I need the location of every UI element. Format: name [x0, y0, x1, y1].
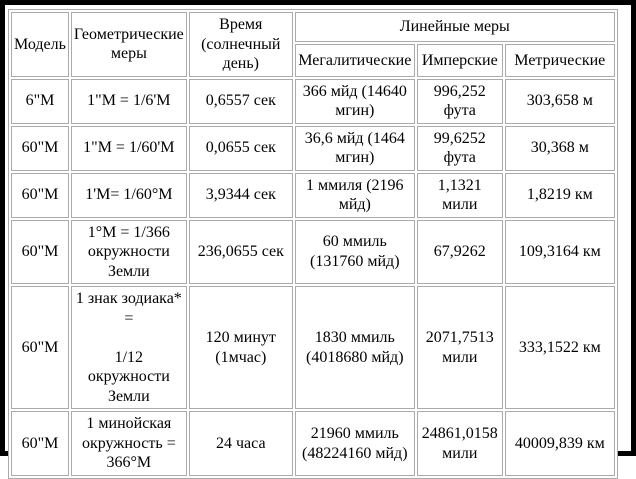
imperial-cell: 24861,0158 мили	[416, 411, 503, 476]
geometric-cell: 1'M= 1/60°M	[70, 172, 187, 218]
geometric-cell: 1 знак зодиака* = 1/12 окружности Земли	[70, 286, 187, 410]
measures-table: Модель Геометрические меры Время (солнеч…	[8, 9, 618, 479]
table-row: 60"M 1°M = 1/366 окружности Земли 236,06…	[11, 219, 615, 285]
time-cell: 3,9344 сек	[188, 172, 293, 218]
model-cell: 6"M	[11, 78, 69, 124]
geometric-cell: 1"M = 1/60'M	[70, 125, 187, 171]
model-cell: 60"M	[11, 172, 69, 218]
metric-cell: 40009,839 км	[504, 411, 615, 476]
time-cell: 0,0655 сек	[188, 125, 293, 171]
model-cell: 60"M	[11, 286, 69, 410]
megalithic-cell: 1 ммиля (2196 мйд)	[294, 172, 415, 218]
header-imperial-cell: Имперские	[416, 44, 503, 77]
time-cell: 24 часа	[188, 411, 293, 476]
header-geometric-cell: Геометрические меры	[70, 12, 187, 77]
geometric-cell: 1"M = 1/6'M	[70, 78, 187, 124]
model-cell: 60"M	[11, 411, 69, 476]
table-row: 60"M 1 знак зодиака* = 1/12 окружности З…	[11, 286, 615, 410]
imperial-cell: 2071,7513 мили	[416, 286, 503, 410]
metric-cell: 1,8219 км	[504, 172, 615, 218]
imperial-cell: 1,1321 мили	[416, 172, 503, 218]
megalithic-cell: 1830 ммиль (4018680 мйд)	[294, 286, 415, 410]
header-model-cell: Модель	[11, 12, 69, 77]
metric-cell: 333,1522 км	[504, 286, 615, 410]
header-megalithic-cell: Мегалитические	[294, 44, 415, 77]
geometric-cell: 1 минойская окружность = 366°M	[70, 411, 187, 476]
header-metric-cell: Метрические	[504, 44, 615, 77]
imperial-cell: 99,6252 фута	[416, 125, 503, 171]
header-row-sub: Мегалитические Имперские Метрические	[11, 44, 615, 77]
table-row: 60"M 1"M = 1/60'M 0,0655 сек 36,6 мйд (1…	[11, 125, 615, 171]
table-row: 60"M 1'M= 1/60°M 3,9344 сек 1 ммиля (219…	[11, 172, 615, 218]
imperial-cell: 996,252 фута	[416, 78, 503, 124]
megalithic-cell: 366 мйд (14640 мгин)	[294, 78, 415, 124]
time-cell: 0,6557 сек	[188, 78, 293, 124]
geometric-cell: 1°M = 1/366 окружности Земли	[70, 219, 187, 285]
time-cell: 236,0655 сек	[188, 219, 293, 285]
metric-cell: 109,3164 км	[504, 219, 615, 285]
table-row: 6"M 1"M = 1/6'M 0,6557 сек 366 мйд (1464…	[11, 78, 615, 124]
time-cell: 120 минут (1мчас)	[188, 286, 293, 410]
table-row: 60"M 1 минойская окружность = 366°M 24 ч…	[11, 411, 615, 476]
model-cell: 60"M	[11, 125, 69, 171]
megalithic-cell: 60 ммиль (131760 мйд)	[294, 219, 415, 285]
metric-cell: 30,368 м	[504, 125, 615, 171]
metric-cell: 303,658 м	[504, 78, 615, 124]
header-time-cell: Время (солнечный день)	[188, 12, 293, 77]
header-linear-cell: Линейные меры	[294, 12, 615, 43]
megalithic-cell: 36,6 мйд (1464 мгин)	[294, 125, 415, 171]
header-row-top: Модель Геометрические меры Время (солнеч…	[11, 12, 615, 77]
model-cell: 60"M	[11, 219, 69, 285]
imperial-cell: 67,9262	[416, 219, 503, 285]
megalithic-cell: 21960 ммиль (48224160 мйд)	[294, 411, 415, 476]
